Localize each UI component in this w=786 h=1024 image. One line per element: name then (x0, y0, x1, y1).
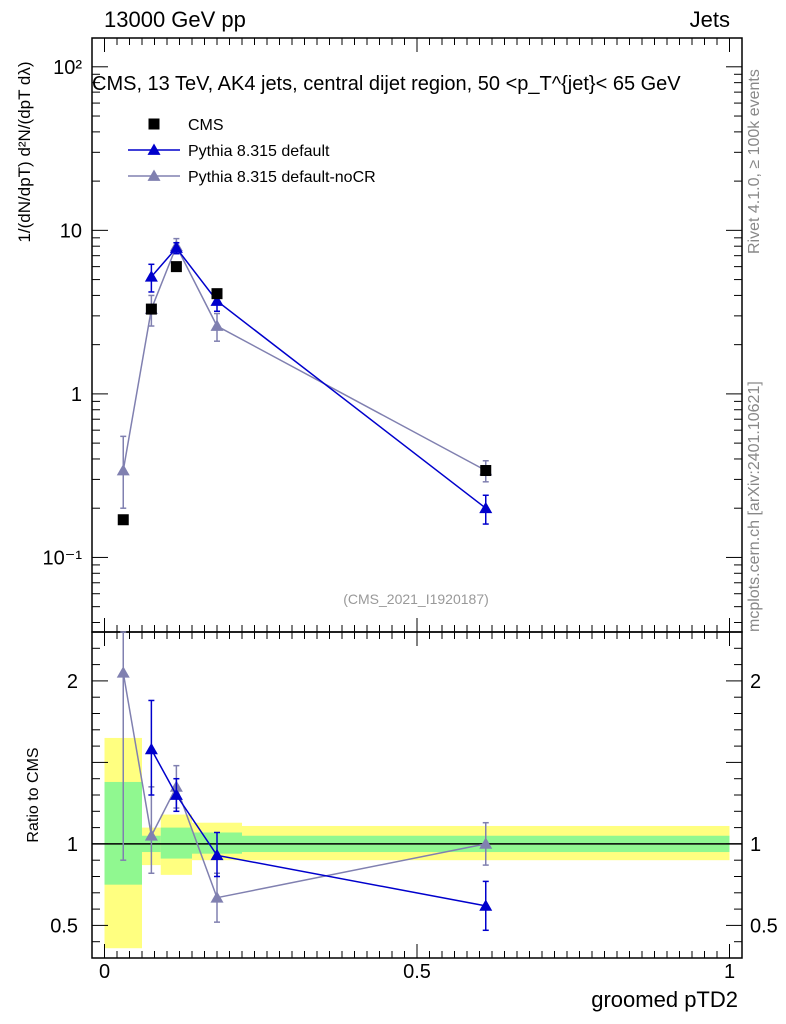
main-cms-point (170, 261, 182, 273)
main-cms-point (480, 465, 492, 477)
y-tick-label: 10⁻¹ (43, 547, 83, 569)
ratio-y-tick-label: 1 (67, 834, 78, 856)
main-cms-point (117, 514, 129, 526)
legend-marker (147, 169, 161, 181)
x-tick-label: 0.5 (403, 961, 431, 983)
y-tick-label: 1 (71, 384, 82, 406)
main-cms-point (211, 288, 223, 300)
main-pythia-8-315-default-nocr-point (116, 464, 130, 476)
legend-marker-cms (148, 118, 160, 130)
ratio-pythia-8-315-default-nocr-point (479, 837, 493, 849)
ratio-pythia-8-315-default-point (169, 788, 183, 800)
ratio-plot-frame (91, 631, 743, 959)
ratio-pythia-8-315-default-line (150, 748, 486, 907)
analysis-watermark: (CMS_2021_I1920187) (343, 591, 489, 607)
ratio-pythia-8-315-default-nocr-point (144, 829, 158, 841)
ratio-y-tick-label: 0.5 (50, 915, 78, 937)
legend-marker (147, 143, 161, 155)
ratio-pythia-8-315-default-point (479, 899, 493, 911)
ratio-pythia-8-315-default-nocr-point (210, 891, 224, 903)
y-tick-label: 10² (53, 57, 82, 79)
ratio-pythia-8-315-default-point (144, 742, 158, 755)
main-y-axis-title: 1/(dN/dpT) d²N/(dpT dλ) (15, 61, 34, 242)
y-tick-label: 10 (60, 220, 82, 242)
ratio-pythia-8-315-default-point (210, 848, 224, 861)
x-tick-label: 1 (724, 961, 735, 983)
x-axis-title: groomed pTD2 (591, 987, 738, 1012)
ratio-band-inner (160, 827, 192, 859)
ratio-y-tick-label: 2 (67, 671, 78, 693)
ratio-y-tick-label-right: 2 (750, 671, 761, 693)
x-tick-label: 0 (99, 961, 110, 983)
plot-title: CMS, 13 TeV, AK4 jets, central dijet reg… (92, 73, 681, 95)
header-right-label: Jets (689, 7, 730, 32)
main-pythia-8-315-default-line (150, 246, 487, 509)
mcplots-label: mcplots.cern.ch [arXiv:2401.10621] (746, 381, 763, 632)
main-pythia-8-315-default-point (210, 294, 224, 306)
ratio-y-tick-label-right: 0.5 (750, 915, 778, 937)
header-left-label: 13000 GeV pp (104, 7, 246, 32)
main-cms-point (145, 303, 157, 315)
main-pythia-8-315-default-nocr-line (122, 244, 487, 472)
ratio-pythia-8-315-default-nocr-point (116, 666, 130, 678)
ratio-y-tick-label-right: 1 (750, 834, 761, 856)
ratio-y-axis-title: Ratio to CMS (25, 747, 42, 842)
legend-label: CMS (188, 117, 224, 134)
legend-label: Pythia 8.315 default (188, 143, 330, 160)
legend-label: Pythia 8.315 default-noCR (188, 169, 376, 186)
main-pythia-8-315-default-point (144, 270, 158, 282)
main-pythia-8-315-default-point (169, 241, 183, 253)
rivet-version-label: Rivet 4.1.0, ≥ 100k events (746, 69, 763, 254)
main-pythia-8-315-default-point (479, 501, 493, 514)
main-pythia-8-315-default-nocr-point (210, 319, 224, 331)
